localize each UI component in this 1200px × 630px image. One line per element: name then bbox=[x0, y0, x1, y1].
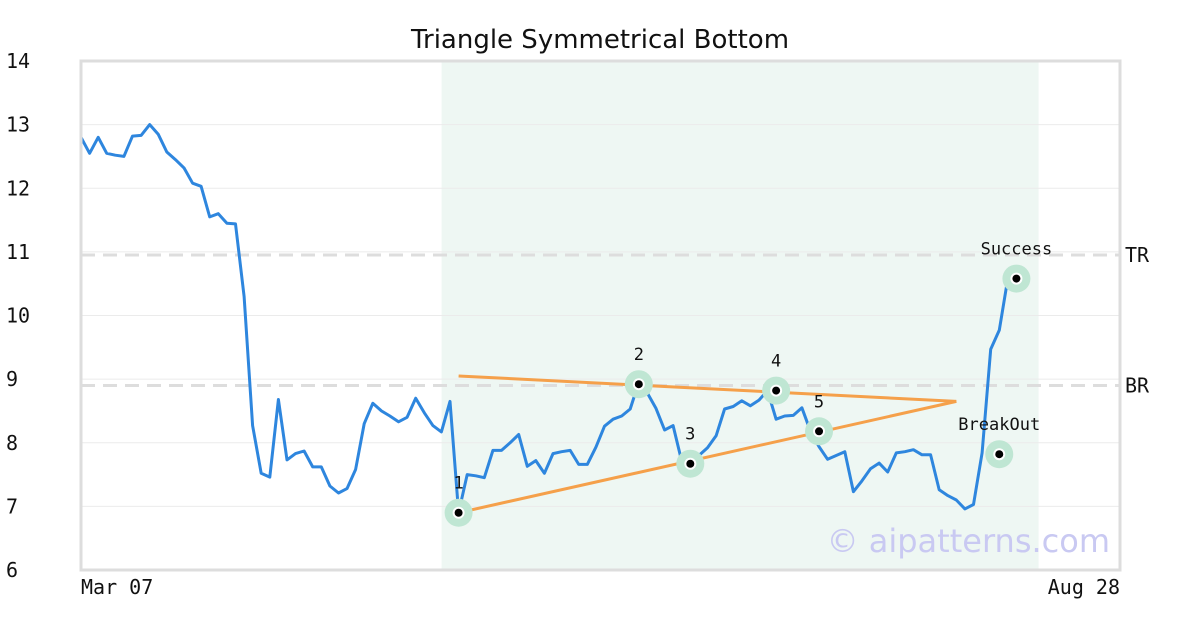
trendline-lower bbox=[458, 399, 957, 515]
plot-frame bbox=[79, 59, 1122, 572]
level-label-br: BR bbox=[1125, 373, 1150, 397]
point-label-success: Success bbox=[981, 240, 1053, 260]
point-marker-5 bbox=[813, 425, 826, 438]
point-label-5: 5 bbox=[814, 392, 824, 412]
point-marker-breakout bbox=[993, 448, 1006, 461]
y-axis-ticks: 6 7 8 9 10 11 12 13 14 bbox=[6, 49, 30, 582]
point-marker-1 bbox=[452, 506, 465, 519]
level-lines: TR BR bbox=[81, 243, 1150, 397]
point-label-1: 1 bbox=[453, 474, 463, 494]
y-tick-label: 12 bbox=[6, 176, 30, 200]
point-label-3: 3 bbox=[685, 425, 695, 445]
x-tick-label: Aug 28 bbox=[1048, 575, 1120, 599]
trendlines bbox=[458, 374, 957, 515]
point-marker-3 bbox=[684, 457, 697, 470]
y-tick-label: 9 bbox=[6, 367, 18, 391]
y-tick-label: 13 bbox=[6, 113, 30, 137]
y-tick-label: 11 bbox=[6, 240, 30, 264]
chart-title: Triangle Symmetrical Bottom bbox=[410, 25, 789, 55]
y-tick-label: 8 bbox=[6, 431, 18, 455]
watermark: © aipatterns.com bbox=[827, 522, 1110, 560]
y-tick-label: 6 bbox=[6, 558, 18, 582]
point-marker-4 bbox=[770, 384, 783, 397]
point-marker-2 bbox=[632, 378, 645, 391]
x-tick-label: Mar 07 bbox=[81, 575, 153, 599]
y-tick-label: 14 bbox=[6, 49, 30, 73]
point-label-2: 2 bbox=[634, 345, 644, 365]
pattern-points: 1 2 3 4 5 BreakOut Success bbox=[444, 240, 1053, 527]
y-tick-label: 7 bbox=[6, 494, 18, 518]
x-axis-ticks: Mar 07 Aug 28 bbox=[81, 575, 1120, 599]
point-marker-success bbox=[1010, 272, 1023, 285]
point-label-breakout: BreakOut bbox=[958, 415, 1040, 435]
trendline-upper bbox=[458, 374, 957, 403]
y-tick-label: 10 bbox=[6, 304, 30, 328]
price-line bbox=[79, 123, 1026, 515]
level-label-tr: TR bbox=[1125, 243, 1150, 267]
point-label-4: 4 bbox=[771, 352, 781, 372]
